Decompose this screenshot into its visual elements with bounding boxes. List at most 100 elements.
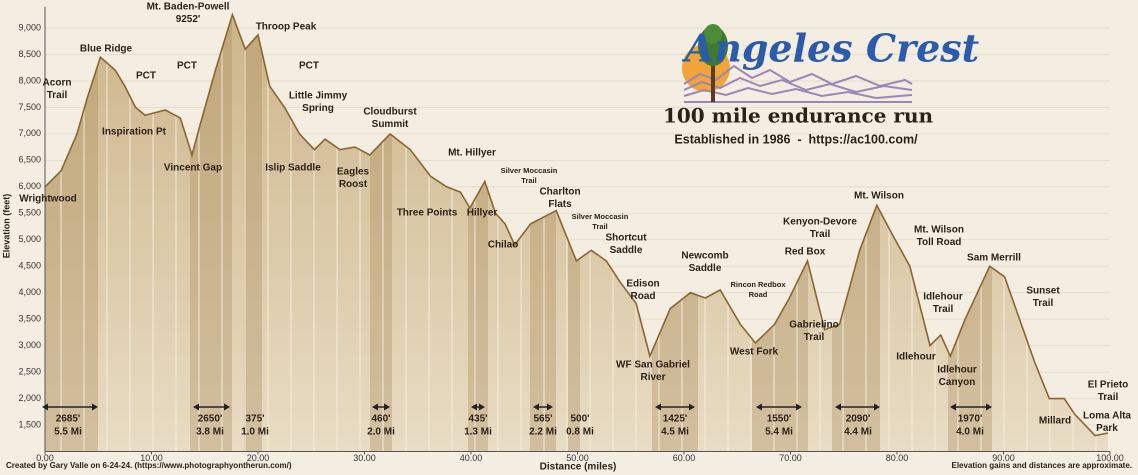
place-label: Idlehour: [896, 352, 936, 363]
y-tick-label: 8,000: [18, 75, 41, 85]
stripe: [313, 14, 315, 452]
segment-distance: 2.0 Mi: [367, 427, 395, 438]
x-axis-title: Distance (miles): [540, 462, 617, 473]
y-axis-title: Elevation (feet): [1, 194, 11, 259]
y-tick-label: 6,000: [18, 181, 41, 191]
stripe: [152, 14, 154, 452]
stripe: [451, 14, 453, 452]
place-label: Silver Moccasin: [501, 166, 558, 175]
segment-distance: 2.2 Mi: [529, 427, 557, 438]
stripe: [428, 14, 430, 452]
place-label: Charlton: [539, 187, 580, 198]
place-label: El Prieto: [1088, 380, 1129, 391]
segment-distance: 5.4 Mi: [765, 427, 793, 438]
place-label: Chilao: [488, 240, 519, 251]
place-label: Spring: [302, 103, 334, 114]
place-label: Park: [1096, 423, 1118, 434]
place-label: Trail: [1033, 298, 1054, 309]
segment-gain: 1425': [663, 414, 688, 425]
segment-distance: 5.5 Mi: [54, 427, 82, 438]
segment-distance: 0.8 Mi: [566, 427, 594, 438]
logo-tree-trunk: [711, 58, 715, 102]
place-label: Canyon: [939, 377, 976, 388]
logo: Angeles Crest 100 mile endurance run Est…: [663, 24, 980, 146]
place-label: Trail: [1098, 392, 1119, 403]
segment-distance: 4.5 Mi: [661, 427, 689, 438]
x-tick-label: 90.00: [992, 453, 1015, 463]
x-tick-label: 80.00: [886, 453, 909, 463]
place-label: Hillyer: [467, 208, 498, 219]
segment-distance: 1.0 Mi: [241, 427, 269, 438]
place-label: Islip Saddle: [265, 163, 321, 174]
elevation-line: [44, 12, 1109, 437]
place-label: Idlehour: [937, 365, 977, 376]
segment-gain: 565': [533, 414, 552, 425]
place-label: West Fork: [730, 347, 779, 358]
x-tick-label: 50.00: [566, 453, 589, 463]
place-label: Blue Ridge: [80, 44, 133, 55]
place-label: Summit: [372, 119, 409, 130]
place-label: Vincent Gap: [164, 163, 222, 174]
segment-gain: 1970': [958, 414, 983, 425]
stripe: [60, 14, 62, 452]
place-label: Red Box: [785, 247, 826, 258]
place-label: Saddle: [689, 263, 722, 274]
stripe: [106, 14, 108, 452]
place-label: Shortcut: [605, 233, 647, 244]
logo-subtitle: 100 mile endurance run: [663, 104, 934, 128]
segment-gain: 2685': [56, 414, 81, 425]
stripe: [267, 14, 269, 452]
arrow-head: [42, 403, 98, 411]
footer-note: Elevation gains and distances are approx…: [951, 461, 1132, 470]
y-tick-label: 4,500: [18, 261, 41, 271]
place-label: Trail: [810, 229, 831, 240]
place-label: WF San Gabriel: [616, 360, 690, 371]
stripe: [543, 14, 545, 452]
place-label: Road: [631, 291, 656, 302]
segment-distance: 1.3 Mi: [464, 427, 492, 438]
stripe: [888, 14, 890, 452]
place-label: Road: [749, 290, 768, 299]
place-label: Saddle: [610, 245, 643, 256]
stripe: [359, 14, 361, 452]
stripe: [244, 14, 246, 452]
stripe: [290, 14, 292, 452]
place-label: PCT: [299, 61, 319, 72]
place-label: Mt. Wilson: [914, 225, 964, 236]
place-label: Toll Road: [917, 237, 962, 248]
segment-distance: 3.8 Mi: [196, 427, 224, 438]
elevation-area: [45, 14, 1108, 452]
place-label: Inspiration Pt: [102, 127, 167, 138]
place-label: Wrightwood: [19, 194, 77, 205]
segment-gain: 1550': [767, 414, 792, 425]
stripe: [83, 14, 85, 452]
x-tick-label: 10.00: [140, 453, 163, 463]
place-label: Idlehour: [923, 292, 963, 303]
stripe: [129, 14, 131, 452]
place-label: Roost: [339, 179, 368, 190]
y-tick-label: 2,500: [18, 366, 41, 376]
x-tick-label: 40.00: [460, 453, 483, 463]
x-tick-label: 20.00: [247, 453, 270, 463]
place-label: Mt. Baden-Powell: [147, 2, 230, 13]
place-label: Trail: [521, 176, 536, 185]
segment-gain: 435': [468, 414, 487, 425]
x-tick-label: 30.00: [353, 453, 376, 463]
y-tick-label: 3,000: [18, 340, 41, 350]
x-tick-label: 0.00: [36, 453, 54, 463]
place-label: Millard: [1039, 416, 1071, 427]
y-tick-label: 9,000: [18, 22, 41, 32]
arrow-head: [471, 403, 485, 411]
place-label: Eagles: [337, 167, 370, 178]
y-tick-label: 7,000: [18, 128, 41, 138]
segment-distance: 4.4 Mi: [844, 427, 872, 438]
place-label: Newcomb: [681, 251, 728, 262]
stripe: [405, 14, 407, 452]
segment-gain: 500': [570, 414, 589, 425]
segment-distance: 4.0 Mi: [956, 427, 984, 438]
place-label: Trail: [933, 304, 954, 315]
place-label: Three Points: [397, 208, 458, 219]
place-label: Edison: [626, 279, 659, 290]
y-tick-label: 3,500: [18, 314, 41, 324]
